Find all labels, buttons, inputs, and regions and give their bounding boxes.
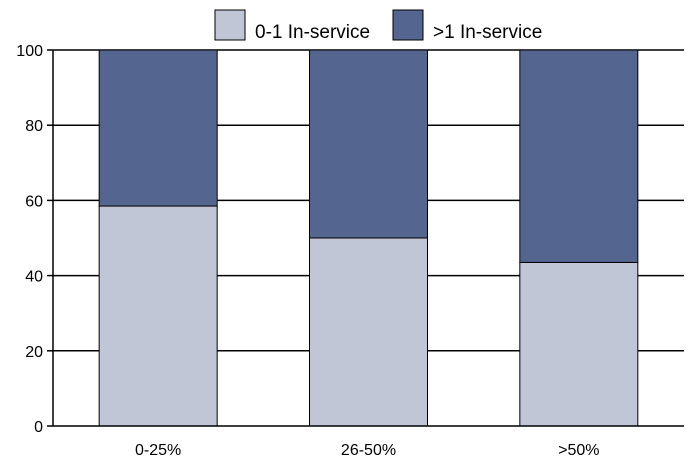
bar-1-3 bbox=[520, 262, 638, 426]
y-tick-label-20: 20 bbox=[25, 344, 43, 361]
bar-2-3 bbox=[520, 50, 638, 262]
bar-1-1 bbox=[99, 206, 217, 426]
bar-2-1 bbox=[99, 50, 217, 206]
x-tick-label-3: >50% bbox=[558, 442, 599, 457]
x-tick-label-1: 0-25% bbox=[135, 442, 181, 457]
y-tick-label-100: 100 bbox=[16, 43, 43, 60]
y-tick-labels: 0 20 40 60 80 100 bbox=[16, 43, 43, 436]
x-tick-labels: 0-25% 26-50% >50% bbox=[135, 442, 599, 457]
bar-2-2 bbox=[310, 50, 428, 238]
y-tick-label-40: 40 bbox=[25, 269, 43, 286]
legend: 0-1 In-service >1 In-service bbox=[215, 10, 542, 43]
y-tick-label-60: 60 bbox=[25, 193, 43, 210]
y-tick-label-80: 80 bbox=[25, 118, 43, 135]
legend-swatch-series-1 bbox=[215, 10, 245, 40]
x-tick-label-2: 26-50% bbox=[341, 442, 396, 457]
bars bbox=[99, 50, 638, 426]
bar-1-2 bbox=[310, 238, 428, 426]
legend-swatch-series-2 bbox=[393, 10, 423, 40]
legend-label-series-1: 0-1 In-service bbox=[255, 22, 370, 43]
legend-label-series-2: >1 In-service bbox=[433, 22, 542, 43]
y-tick-label-0: 0 bbox=[34, 419, 43, 436]
